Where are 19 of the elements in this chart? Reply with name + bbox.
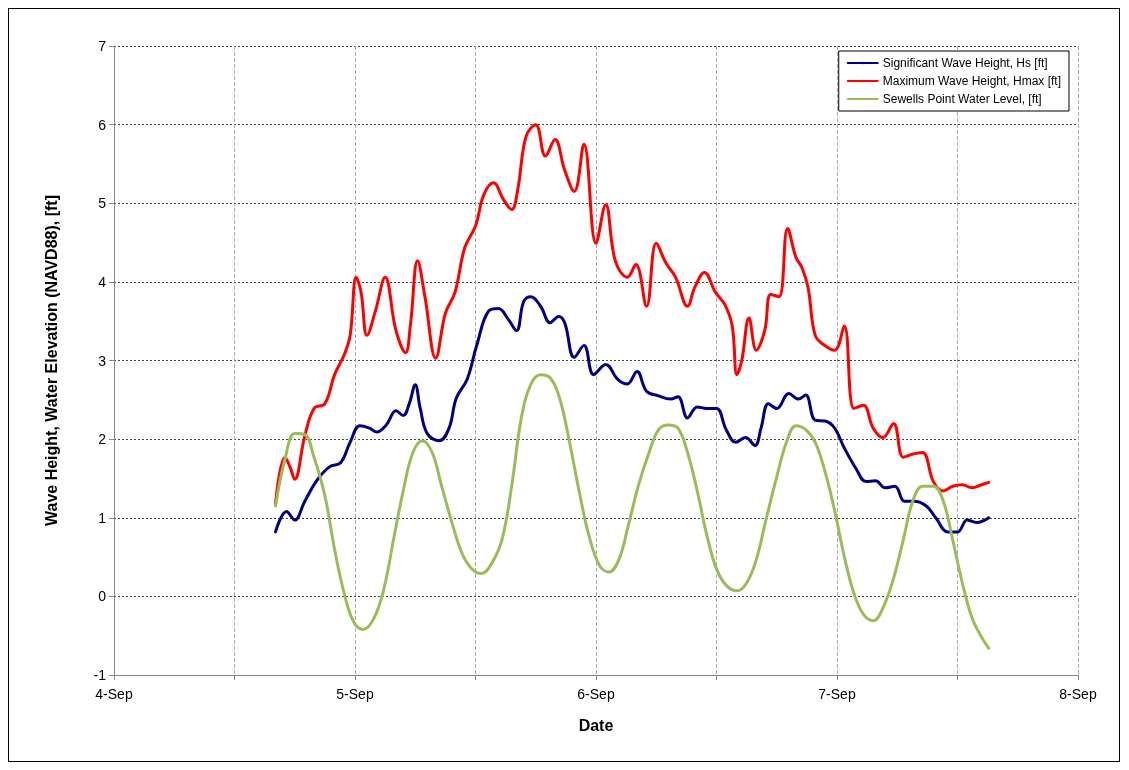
y-tick-label: 2	[98, 431, 107, 448]
y-tick-label: 7	[98, 38, 107, 54]
y-tick-label: 0	[98, 588, 107, 605]
y-tick-label: 5	[98, 195, 107, 212]
x-tick-label: 4-Sep	[95, 686, 133, 702]
y-tick-label: 6	[98, 116, 107, 133]
x-tick-label: 5-Sep	[336, 686, 374, 702]
y-tick-label: -1	[93, 667, 107, 683]
legend-label: Sewells Point Water Level, [ft]	[882, 92, 1042, 106]
y-tick-label: 1	[98, 509, 107, 526]
legend-label: Significant Wave Height, Hs [ft]	[882, 56, 1048, 70]
legend-label: Maximum Wave Height, Hmax [ft]	[882, 74, 1062, 88]
y-axis-title: Wave Height, Water Elevation (NAVD88), [ft]	[42, 195, 60, 526]
y-tick-label: 4	[98, 273, 107, 290]
y-tick-label: 3	[98, 352, 107, 369]
x-axis-title: Date	[578, 716, 614, 734]
x-tick-label: 8-Sep	[1059, 686, 1097, 702]
x-tick-label: 6-Sep	[577, 686, 615, 702]
x-tick-label: 7-Sep	[818, 686, 856, 702]
